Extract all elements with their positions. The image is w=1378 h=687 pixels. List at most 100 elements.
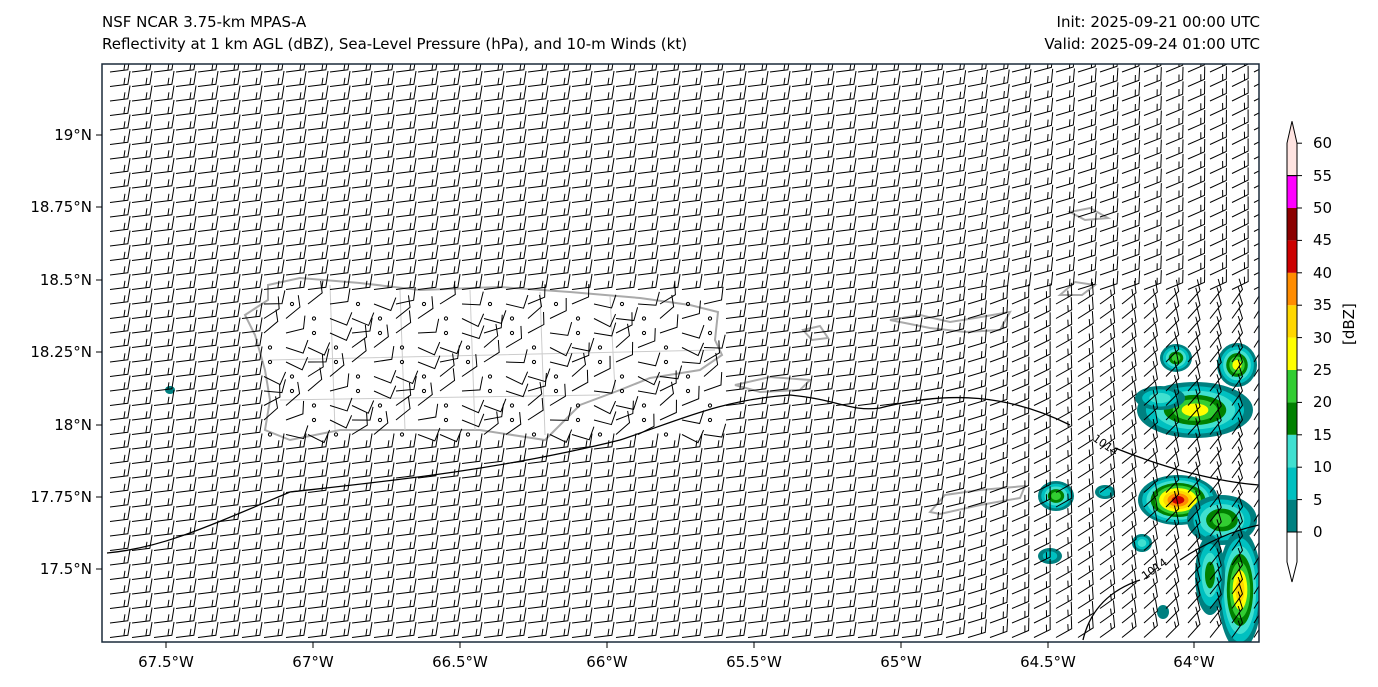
wind-barb [351, 215, 373, 232]
wind-barb [989, 170, 1010, 189]
wind-barb [1143, 454, 1158, 479]
wind-barb [659, 549, 681, 566]
wind-barb [835, 607, 857, 624]
wind-barb [945, 417, 966, 435]
wind-barb [1165, 66, 1184, 87]
wind-barb [571, 259, 593, 276]
wind-barb [901, 230, 923, 247]
wind-barb [285, 549, 307, 566]
wind-barb [549, 85, 571, 102]
wind-barb [703, 70, 725, 87]
wind-barb [549, 259, 571, 276]
wind-barb [307, 462, 329, 479]
wind-barb [219, 172, 241, 189]
wind-barb [439, 201, 461, 218]
wind-barb [461, 462, 483, 479]
wind-barb [791, 331, 813, 348]
wind-barb [505, 476, 527, 493]
wind-barb [417, 99, 439, 116]
wind-barb [1165, 482, 1180, 508]
wind-barb [791, 505, 813, 522]
wind-barb [263, 230, 285, 247]
wind-barb [351, 433, 373, 450]
wind-barb [1209, 452, 1222, 479]
wind-barb [527, 215, 549, 232]
wind-barb [1055, 384, 1073, 406]
wind-barb [1011, 342, 1030, 363]
wind-barb [241, 389, 263, 406]
wind-barb [307, 273, 329, 290]
wind-barb [109, 389, 131, 406]
wind-barb [395, 607, 417, 624]
lat-tick-label: 19°N [54, 126, 92, 144]
wind-barb [1077, 325, 1094, 348]
calm-wind-marker [531, 432, 537, 437]
wind-barb [637, 352, 661, 367]
wind-barb [923, 301, 945, 319]
wind-barb [813, 346, 835, 363]
wind-barb [681, 447, 703, 464]
wind-barb [725, 578, 747, 595]
wind-barb [725, 201, 747, 218]
wind-barb [879, 157, 901, 174]
wind-barb [1033, 442, 1051, 464]
wind-barb [373, 534, 395, 551]
colorbar-tick-label: 0 [1313, 523, 1323, 541]
wind-barb [1055, 311, 1073, 334]
wind-barb [791, 70, 813, 87]
wind-barb [1165, 124, 1184, 145]
wind-barb [197, 201, 219, 218]
wind-barb [395, 310, 412, 334]
wind-barb [1253, 330, 1259, 348]
wind-barb [923, 143, 945, 160]
wind-barb [351, 520, 373, 537]
wind-barb [703, 433, 725, 450]
wind-barb [549, 383, 566, 406]
wind-barb [747, 331, 769, 348]
wind-barb [1099, 295, 1116, 319]
wind-barb [989, 328, 1009, 348]
wind-barb [219, 302, 241, 319]
wind-barb [1033, 558, 1051, 580]
wind-barb [1033, 544, 1051, 566]
wind-barb [241, 186, 263, 203]
wind-barb [1231, 365, 1244, 392]
wind-barb [395, 476, 417, 493]
wind-barb [1033, 228, 1054, 247]
wind-barb [769, 201, 791, 218]
reflectivity-cell [1235, 578, 1245, 602]
wind-barb [351, 114, 373, 131]
wind-barb [1143, 352, 1158, 377]
calm-wind-marker [597, 345, 603, 350]
wind-barb [1165, 255, 1184, 276]
wind-barb [659, 505, 681, 522]
wind-barb [241, 143, 263, 160]
calm-wind-marker [531, 359, 537, 365]
wind-barb [1231, 568, 1244, 595]
wind-barb [857, 534, 879, 551]
wind-barb [549, 433, 571, 450]
wind-barb [109, 375, 131, 392]
wind-barb [527, 186, 549, 203]
wind-barb [329, 563, 351, 580]
wind-barb [329, 201, 351, 218]
wind-barb [1253, 402, 1259, 421]
wind-barb [307, 186, 329, 203]
wind-barb [945, 605, 966, 624]
wind-barb [967, 243, 988, 261]
wind-barb [1165, 279, 1180, 305]
wind-barb [879, 273, 901, 290]
wind-barb [241, 578, 263, 595]
wind-barb [835, 85, 857, 102]
wind-barb [197, 621, 219, 638]
wind-barb [1253, 315, 1259, 334]
wind-barb [285, 339, 309, 354]
colorbar-tick-label: 5 [1313, 490, 1323, 509]
wind-barb [659, 365, 683, 380]
wind-barb [1165, 410, 1180, 435]
wind-barb [857, 505, 879, 522]
wind-barb [791, 491, 813, 508]
wind-barb [637, 328, 656, 348]
wind-barb [1143, 212, 1162, 232]
reflectivity-cell [1181, 403, 1209, 417]
